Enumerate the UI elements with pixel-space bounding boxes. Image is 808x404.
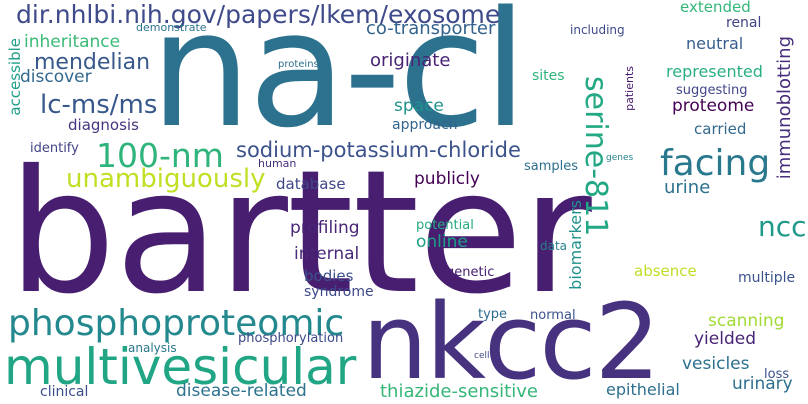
- word-nkcc2: nkcc2: [362, 281, 661, 403]
- word-inheritance: inheritance: [24, 32, 121, 52]
- word-neutral: neutral: [686, 34, 744, 53]
- word-analysis: analysis: [128, 341, 177, 355]
- word-renal: renal: [726, 15, 762, 31]
- word-urine: urine: [664, 177, 711, 198]
- word-publicly: publicly: [414, 169, 480, 189]
- word-extended: extended: [680, 0, 751, 16]
- word-samples: samples: [524, 159, 579, 174]
- word-vesicles: vesicles: [682, 354, 750, 374]
- word-phosphoproteomic: phosphoproteomic: [8, 303, 345, 344]
- word-yielded: yielded: [694, 329, 757, 349]
- word-diagnosis: diagnosis: [68, 116, 139, 134]
- word-carried: carried: [694, 120, 747, 138]
- word-ncc: ncc: [758, 210, 807, 243]
- word-demonstrate: demonstrate: [136, 21, 207, 34]
- word-space: space: [394, 96, 444, 116]
- word-facing: facing: [660, 143, 771, 184]
- word-bartter: bartter: [8, 134, 592, 332]
- word-absence: absence: [634, 262, 697, 280]
- word-genetic: genetic: [446, 265, 495, 280]
- word-serine-811: serine-811: [578, 76, 613, 237]
- word-disease-related: disease-related: [176, 381, 307, 401]
- word-patients: patients: [623, 66, 636, 111]
- word-bodies: bodies: [304, 267, 354, 285]
- word-sodium-potassium-chloride: sodium-potassium-chloride: [236, 138, 521, 162]
- word-biomarkers: biomarkers: [566, 200, 585, 290]
- word-profiling: profiling: [290, 218, 360, 238]
- word-cell: cell: [474, 351, 490, 361]
- word-phosphorylation: phosphorylation: [238, 331, 344, 346]
- word-suggesting: suggesting: [676, 83, 748, 98]
- word-immunoblotting: immunoblotting: [774, 36, 795, 180]
- word-represented: represented: [666, 62, 763, 81]
- word-type: type: [478, 307, 508, 322]
- word-genes: genes: [606, 153, 634, 163]
- word-identify: identify: [30, 141, 79, 156]
- word-proteins: proteins: [278, 59, 319, 70]
- word-online: online: [416, 232, 468, 252]
- word-originate: originate: [370, 50, 451, 71]
- word-multivesicular: multivesicular: [4, 338, 357, 396]
- word-100-nm: 100-nm: [96, 136, 224, 175]
- word-mendelian: mendelian: [34, 50, 151, 75]
- word-thiazide-sensitive: thiazide-sensitive: [380, 381, 538, 402]
- word-sites: sites: [532, 68, 565, 84]
- word-clinical: clinical: [40, 384, 89, 400]
- word-multiple: multiple: [738, 270, 796, 286]
- word-proteome: proteome: [672, 96, 755, 116]
- word-syndrome: syndrome: [304, 284, 374, 300]
- word-accessible: accessible: [6, 38, 24, 116]
- word-data: data: [540, 239, 568, 253]
- word-discover: discover: [20, 67, 92, 87]
- word-epithelial: epithelial: [606, 380, 680, 399]
- word-scanning: scanning: [708, 311, 785, 331]
- word-database: database: [276, 175, 346, 193]
- word-including: including: [570, 23, 625, 37]
- word-human: human: [258, 157, 297, 170]
- word-unambiguously: unambiguously: [66, 164, 266, 194]
- word-approach: approach: [392, 117, 458, 133]
- word-urinary: urinary: [732, 374, 793, 394]
- word-potential: potential: [416, 218, 474, 233]
- word-dir-url: dir.nhlbi.nih.gov/papers/lkem/exosome: [16, 0, 501, 29]
- word-co-transporter: co-transporter: [366, 18, 496, 39]
- word-normal: normal: [530, 308, 576, 323]
- word-loss: loss: [764, 367, 790, 382]
- word-na-cl: na-cl: [150, 0, 528, 163]
- word-internal: internal: [294, 244, 360, 264]
- word-lc-ms-ms: lc-ms/ms: [40, 90, 158, 120]
